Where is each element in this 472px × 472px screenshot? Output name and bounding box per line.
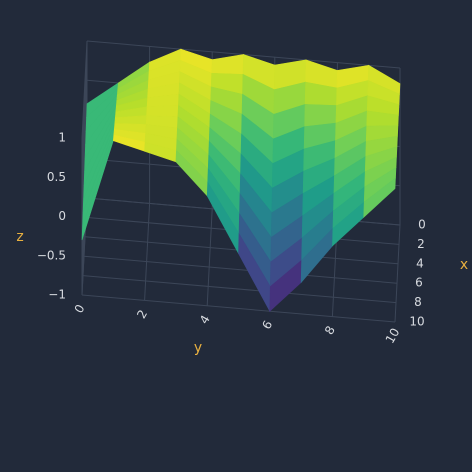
- y-tick-label: 6: [259, 318, 275, 332]
- x-tick-label: 10: [409, 315, 424, 329]
- grid-line: [206, 208, 213, 306]
- grid-line: [83, 255, 398, 284]
- z-tick-label: −0.5: [37, 248, 66, 262]
- z-tick-label: −1: [48, 288, 66, 302]
- y-tick-label: 10: [383, 326, 403, 346]
- surface-cell: [211, 54, 244, 75]
- grid-line: [82, 275, 397, 304]
- x-tick-label: 4: [416, 256, 424, 270]
- x-axis-title: x: [460, 257, 468, 273]
- grid-line: [144, 203, 151, 301]
- z-tick-label: 0.5: [47, 170, 66, 184]
- z-tick-label: 1: [58, 131, 66, 145]
- surface-cell: [146, 105, 179, 118]
- y-tick-label: 8: [322, 324, 338, 338]
- y-axis-title: y: [194, 340, 202, 356]
- z-axis-title: z: [16, 229, 23, 245]
- y-tick-label: 0: [72, 302, 88, 316]
- y-tick-label: 2: [134, 307, 150, 321]
- x-tick-label: 0: [418, 218, 426, 232]
- y-tick-label: 4: [197, 313, 213, 327]
- grid-line: [394, 224, 401, 323]
- grid-line: [81, 40, 88, 139]
- x-tick-label: 6: [415, 276, 423, 290]
- x-tick-label: 8: [414, 295, 422, 309]
- z-tick-label: 0: [58, 209, 66, 223]
- grid-line: [81, 294, 396, 323]
- grid-line: [81, 80, 88, 178]
- x-tick-label: 2: [417, 237, 425, 251]
- surface-cell: [363, 177, 396, 218]
